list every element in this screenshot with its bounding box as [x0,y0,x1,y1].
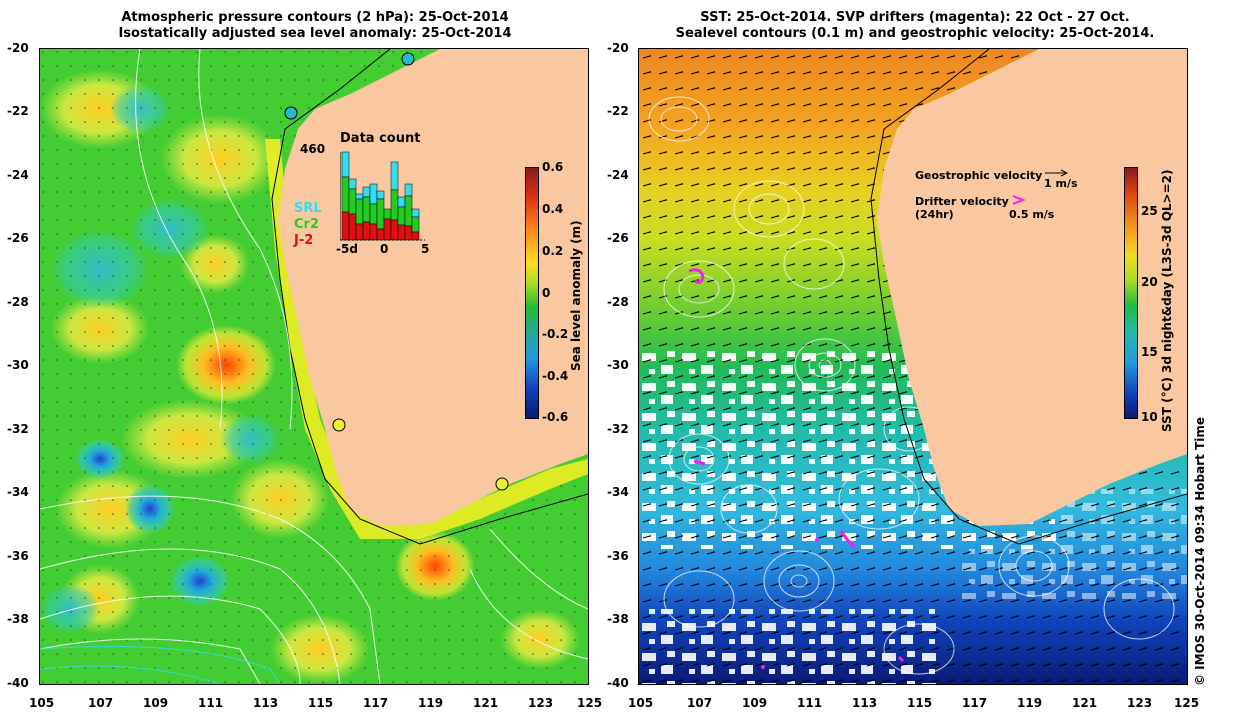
sla-map-graphic [40,49,588,684]
sla-colorbar-label: Sea level anomaly (m) [569,220,583,371]
left-x-tick: 121 [473,696,499,710]
australia-land [278,49,588,526]
left-title: Atmospheric pressure contours (2 hPa): 2… [40,10,590,42]
right-title-line2: Sealevel contours (0.1 m) and geostrophi… [675,26,1155,41]
sla-cbar-tick-6: -0.4 [542,369,569,383]
sst-colorbar-label: SST (°C) 3d night&day (L3S-3d QL>=2) [1160,169,1174,433]
sst-map: Geostrophic velocity 1 m/s Drifter veloc… [638,48,1188,685]
right-x-tick: 115 [907,696,933,710]
right-x-tick: 111 [797,696,823,710]
australia-land-sst [877,49,1187,526]
right-x-tick: 107 [687,696,713,710]
right-x-tick: 105 [628,696,654,710]
inset-xtick-minus5: -5d [336,242,358,256]
inset-max-label: 460 [300,142,326,156]
left-x-tick: 113 [253,696,279,710]
geostrophic-label: Geostrophic velocity [915,169,1043,182]
left-y-tick: -26 [7,231,29,245]
left-x-tick: 123 [528,696,554,710]
left-y-tick: -32 [7,422,29,436]
sst-cbar-tick-25: 25 [1141,204,1158,218]
sst-cbar-tick-10: 10 [1141,410,1158,424]
sla-colorbar [525,167,539,419]
right-title: SST: 25-Oct-2014. SVP drifters (magenta)… [640,10,1190,42]
sla-cbar-tick-2: 0.4 [542,202,564,216]
left-title-line1: Atmospheric pressure contours (2 hPa): 2… [121,10,509,25]
drifter-scale-arrow [1012,195,1026,205]
right-y-tick: -32 [607,422,629,436]
right-y-tick: -36 [607,549,629,563]
legend-cr2: Cr2 [294,217,319,232]
sla-cbar-tick-7: -0.6 [542,410,569,424]
left-y-tick: -24 [7,168,29,182]
right-y-tick: -26 [607,231,629,245]
right-title-line1: SST: 25-Oct-2014. SVP drifters (magenta)… [700,10,1130,25]
sst-colorbar [1124,167,1138,419]
right-x-tick: 121 [1072,696,1098,710]
left-y-tick: -20 [7,41,29,55]
drifter-label-2: (24hr) [915,208,954,221]
sst-cbar-tick-15: 15 [1141,345,1158,359]
sla-cbar-tick-3: 0.2 [542,244,564,258]
pressure-contours [40,49,588,684]
left-y-tick: -36 [7,549,29,563]
right-y-tick: -22 [607,104,629,118]
left-x-tick: 125 [577,696,603,710]
left-x-tick: 115 [308,696,334,710]
left-x-tick: 119 [418,696,444,710]
right-y-tick: -34 [607,485,629,499]
drifter-label-1: Drifter velocity [915,195,1009,208]
sla-cbar-tick-4: 0 [542,286,551,300]
inset-xtick-5: 5 [421,242,430,256]
left-x-tick: 109 [143,696,169,710]
right-x-tick: 119 [1017,696,1043,710]
sst-map-graphic [639,49,1187,684]
left-y-tick: -38 [7,612,29,626]
geostrophic-scale: 1 m/s [1044,177,1078,190]
svp-drifters [688,268,905,663]
sla-map: Data count 460 SRL Cr2 J-2 -5d 0 5 [39,48,589,685]
data-count-inset: Data count 460 SRL Cr2 J-2 -5d 0 5 [290,129,440,259]
right-y-tick: -20 [607,41,629,55]
right-x-tick: 117 [962,696,988,710]
right-y-tick: -38 [607,612,629,626]
left-x-tick: 111 [198,696,224,710]
sealevel-contours [648,96,1175,675]
left-x-tick: 117 [363,696,389,710]
inset-title: Data count [340,131,421,146]
right-y-tick: -40 [607,676,629,690]
inset-xtick-0: 0 [380,242,389,256]
left-x-tick: 105 [29,696,55,710]
right-x-tick: 123 [1127,696,1153,710]
left-y-tick: -28 [7,295,29,309]
tide-gauges [284,52,509,491]
drifter-scale: 0.5 m/s [1009,208,1055,221]
left-y-tick: -34 [7,485,29,499]
right-y-tick: -30 [607,358,629,372]
right-x-tick: 125 [1174,696,1200,710]
left-y-tick: -22 [7,104,29,118]
legend-j2: J-2 [294,233,314,248]
legend-srl: SRL [294,201,322,216]
left-y-tick: -30 [7,358,29,372]
right-y-tick: -24 [607,168,629,182]
right-y-tick: -28 [607,295,629,309]
left-x-tick: 107 [88,696,114,710]
sst-cbar-tick-20: 20 [1141,275,1158,289]
right-x-tick: 109 [742,696,768,710]
left-title-line2: Isostatically adjusted sea level anomaly… [118,26,512,41]
left-y-tick: -40 [7,676,29,690]
right-x-tick: 113 [852,696,878,710]
sla-cbar-tick-5: -0.2 [542,327,569,341]
inset-bars [340,151,425,241]
sla-cbar-tick-1: 0.6 [542,160,564,174]
imos-credit: © IMOS 30-Oct-2014 09:34 Hobart Time [1193,416,1207,686]
